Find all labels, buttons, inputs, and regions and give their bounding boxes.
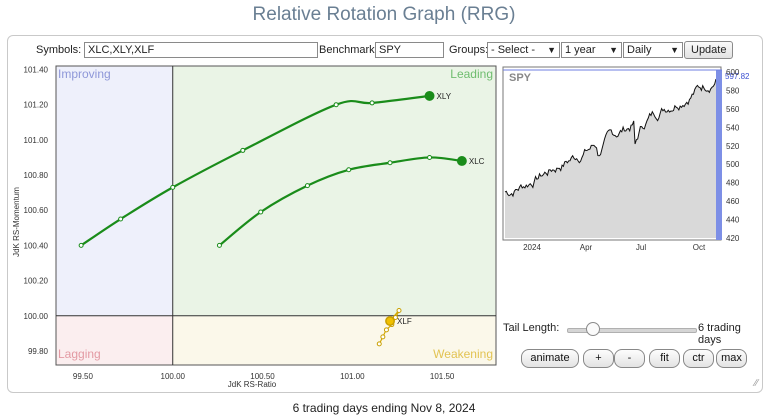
series-label-xlf: XLF <box>397 317 412 326</box>
y-tick-label: 101.00 <box>24 136 49 145</box>
period-select-value: 1 year <box>565 44 596 56</box>
groups-select[interactable]: - Select - ▼ <box>487 42 560 58</box>
tail-point <box>383 327 389 333</box>
symbols-label: Symbols: <box>36 44 82 56</box>
page-title: Relative Rotation Graph (RRG) <box>252 4 516 25</box>
y-tick-label: 100.20 <box>24 277 49 286</box>
tail-point <box>240 147 246 153</box>
tail-point <box>333 102 339 108</box>
y-tick-label: 100.40 <box>24 241 49 250</box>
mini-x-tick-label: 2024 <box>523 243 541 252</box>
mini-y-tick-label: 420 <box>726 234 740 243</box>
tail-point <box>396 307 402 313</box>
mini-y-tick-label: 500 <box>726 160 740 169</box>
tail-length-value: 6 trading days <box>698 322 741 346</box>
head-point-xly[interactable] <box>424 90 435 101</box>
tail-point <box>118 216 124 222</box>
tail-point <box>427 154 433 160</box>
y-axis-label: JdK RS-Momentum <box>12 187 21 257</box>
mini-y-tick-label: 580 <box>726 86 740 95</box>
improving-quadrant <box>56 66 173 316</box>
x-tick-label: 100.00 <box>161 372 186 381</box>
head-point-xlf[interactable] <box>385 316 395 326</box>
y-tick-label: 100.00 <box>24 312 49 321</box>
tail-point <box>346 167 352 173</box>
rrg-panel: Symbols: XLC,XLY,XLF Benchmark: SPY Grou… <box>7 35 763 393</box>
mini-chart-symbol: SPY <box>509 72 532 84</box>
mini-y-tick-label: 540 <box>726 123 740 132</box>
tail-point <box>387 160 393 166</box>
weakening-quadrant <box>172 315 497 365</box>
tail-point <box>380 334 386 340</box>
mini-x-tick-label: Apr <box>580 243 593 252</box>
benchmark-label: Benchmark: <box>319 44 378 56</box>
series-label-xly: XLY <box>437 92 452 101</box>
mini-y-tick-label: 520 <box>726 142 740 151</box>
max-button[interactable]: max <box>716 349 747 368</box>
y-tick-label: 101.20 <box>24 101 49 110</box>
y-tick-label: 101.40 <box>24 66 49 75</box>
update-button[interactable]: Update <box>684 41 734 59</box>
improving-label: Improving <box>58 67 111 81</box>
zoom-in-button[interactable]: + <box>583 349 614 368</box>
mini-y-tick-label: 600 <box>726 68 740 77</box>
animate-button[interactable]: animate <box>521 349 579 368</box>
tail-point <box>304 183 310 189</box>
x-tick-label: 101.50 <box>430 372 455 381</box>
x-tick-label: 101.00 <box>340 372 365 381</box>
weakening-label: Weakening <box>433 347 493 361</box>
benchmark-input[interactable]: SPY <box>375 42 444 58</box>
frequency-select[interactable]: Daily ▼ <box>623 42 683 58</box>
mini-y-tick-label: 440 <box>726 216 740 225</box>
tail-point <box>376 341 382 347</box>
rrg-chart[interactable]: Improving Leading Lagging Weakening 99.8… <box>8 36 508 392</box>
benchmark-mini-chart: SPY 597.82 600 580 560 540 520 500 480 460 440 42… <box>502 66 750 252</box>
plot-border <box>55 65 497 366</box>
tail-point <box>258 209 264 215</box>
y-tick-label: 100.60 <box>24 206 49 215</box>
series-label-xlc: XLC <box>469 157 485 166</box>
y-tick-label: 100.80 <box>24 171 49 180</box>
mini-y-tick-label: 460 <box>726 197 740 206</box>
chevron-down-icon: ▼ <box>670 45 679 55</box>
x-axis-label: JdK RS-Ratio <box>228 380 277 389</box>
head-point-xlc[interactable] <box>456 156 467 166</box>
tail-point <box>170 184 176 190</box>
tail-length-slider[interactable] <box>567 328 697 333</box>
x-tick-label: 99.50 <box>73 372 94 381</box>
price-bar <box>716 70 722 240</box>
leading-label: Leading <box>450 67 493 81</box>
mini-x-tick-label: Oct <box>693 243 706 252</box>
leading-quadrant <box>172 66 497 316</box>
period-select[interactable]: 1 year ▼ <box>561 42 622 58</box>
lagging-quadrant <box>56 315 173 365</box>
frequency-select-value: Daily <box>627 44 652 56</box>
toolbar: Symbols: XLC,XLY,XLF Benchmark: SPY Grou… <box>8 36 762 64</box>
chevron-down-icon: ▼ <box>547 45 556 55</box>
tail-point <box>216 242 222 248</box>
chevron-down-icon: ▼ <box>609 45 618 55</box>
resize-handle-icon[interactable]: ∕∕ <box>754 378 758 389</box>
tail-length-label: Tail Length: <box>503 322 560 334</box>
groups-select-value: - Select - <box>491 44 536 56</box>
lagging-label: Lagging <box>58 347 101 361</box>
footer-caption: 6 trading days ending Nov 8, 2024 <box>292 401 476 415</box>
price-area <box>505 78 716 239</box>
center-button[interactable]: ctr <box>683 349 714 368</box>
mini-chart-last-value: 597.82 <box>725 72 750 81</box>
mini-y-tick-label: 560 <box>726 105 740 114</box>
mini-y-tick-label: 480 <box>726 179 740 188</box>
tail-length-slider-handle[interactable] <box>586 322 600 336</box>
fit-button[interactable]: fit <box>649 349 680 368</box>
tail-point <box>78 242 84 248</box>
symbols-input[interactable]: XLC,XLY,XLF <box>84 42 318 58</box>
x-tick-label: 100.50 <box>250 372 275 381</box>
price-line <box>504 78 717 198</box>
tail-point <box>369 100 375 106</box>
zoom-out-button[interactable]: - <box>614 349 645 368</box>
mini-x-tick-label: Jul <box>636 243 646 252</box>
y-tick-label: 99.80 <box>28 347 49 356</box>
groups-label: Groups: <box>449 44 489 56</box>
